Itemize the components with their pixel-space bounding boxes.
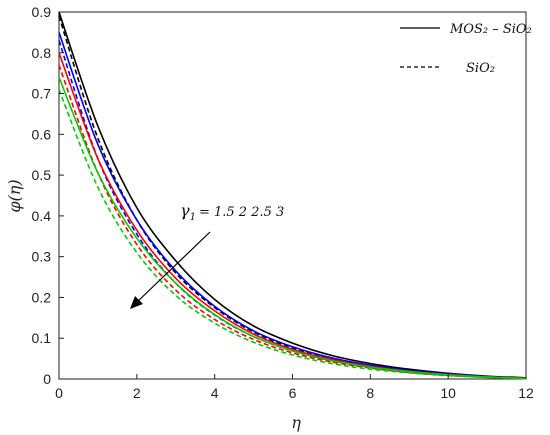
series-line-sio2-gamma-1-5 bbox=[58, 15, 527, 379]
series-line-mos2-sio2-gamma-1-5 bbox=[58, 11, 527, 379]
legend-label-mos2-sio2: MOS₂ – SiO₂ bbox=[449, 22, 532, 37]
x-tick-label: 0 bbox=[55, 385, 63, 401]
plot-area bbox=[58, 11, 527, 380]
y-tick-label: 0.2 bbox=[32, 289, 52, 305]
series-line-mos2-sio2-gamma-2 bbox=[58, 32, 527, 379]
y-tick-label: 0.4 bbox=[32, 208, 52, 224]
plot-frame bbox=[58, 11, 527, 380]
x-axis-label: η bbox=[291, 413, 301, 432]
annotation-arrow-shaft bbox=[135, 231, 211, 304]
legend: MOS₂ – SiO₂ SiO₂ bbox=[400, 22, 532, 76]
x-tick-label: 2 bbox=[133, 385, 141, 401]
x-tick-label: 4 bbox=[211, 385, 219, 401]
y-tick-label: 0.6 bbox=[32, 126, 52, 142]
series-line-mos2-sio2-gamma-2-5 bbox=[58, 52, 527, 379]
x-tick-label: 6 bbox=[289, 385, 297, 401]
y-tick-label: 0.8 bbox=[32, 45, 52, 61]
series-line-sio2-gamma-3 bbox=[58, 89, 527, 380]
gamma-annotation: γ1 = 1.5 2 2.5 3 bbox=[130, 201, 284, 309]
y-tick-label: 0 bbox=[43, 371, 51, 387]
y-tick-label: 0.3 bbox=[32, 249, 52, 265]
y-tick-label: 0.9 bbox=[32, 4, 52, 20]
x-tick-label: 10 bbox=[440, 385, 456, 401]
annotation-values: = 1.5 2 2.5 3 bbox=[199, 205, 284, 220]
annotation-symbol: γ bbox=[180, 201, 190, 220]
y-tick-label: 0.5 bbox=[32, 167, 52, 183]
ticks-layer: 0 2 4 6 8 10 12 0 0.1 0.2 0.3 0.4 0.5 0.6 0.7 0.8 0.9 bbox=[32, 4, 534, 401]
series-line-sio2-gamma-2 bbox=[58, 40, 527, 379]
legend-label-sio2: SiO₂ bbox=[466, 61, 495, 76]
series-line-mos2-sio2-gamma-3 bbox=[58, 76, 527, 380]
annotation-label: γ1 = 1.5 2 2.5 3 bbox=[180, 201, 284, 223]
x-tick-label: 12 bbox=[518, 385, 534, 401]
annotation-arrow-head bbox=[130, 296, 143, 309]
x-tick-label: 8 bbox=[366, 385, 374, 401]
y-tick-label: 0.1 bbox=[32, 330, 52, 346]
y-axis-label: φ(η) bbox=[5, 179, 24, 212]
annotation-subscript: 1 bbox=[190, 212, 196, 223]
y-tick-label: 0.7 bbox=[32, 86, 52, 102]
series-layer bbox=[58, 11, 527, 380]
